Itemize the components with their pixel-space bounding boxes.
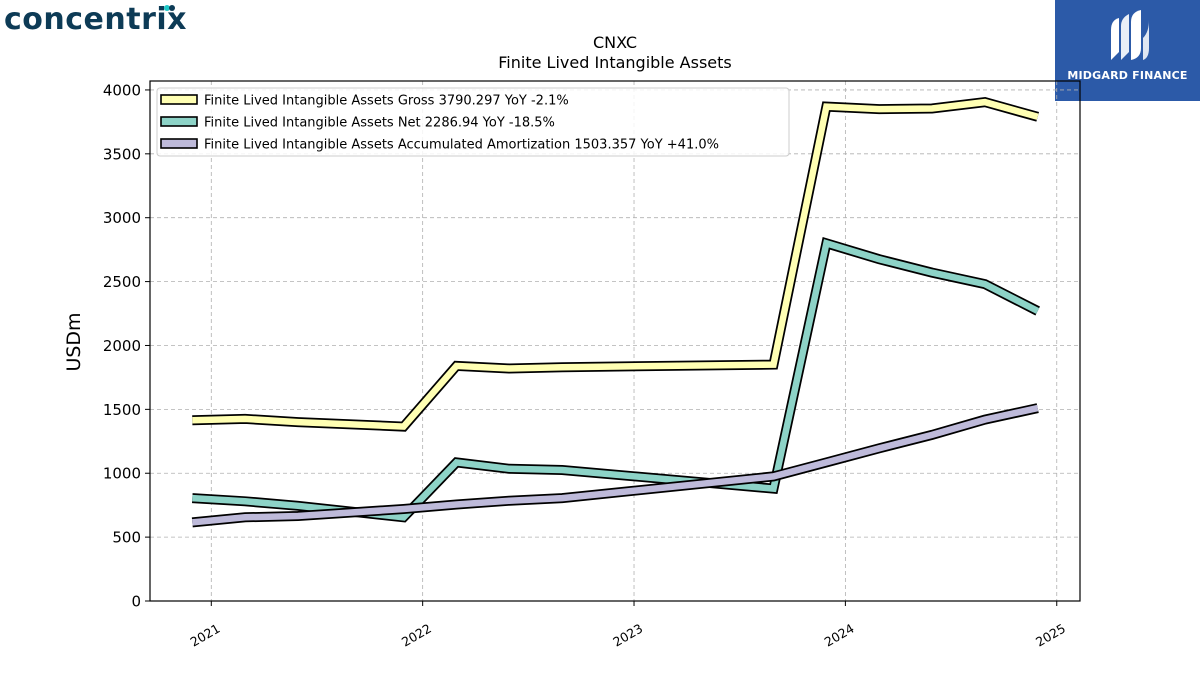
y-tick-label: 1000: [103, 465, 141, 483]
legend-label-0: Finite Lived Intangible Assets Gross 379…: [204, 94, 569, 109]
y-tick-label: 0: [131, 593, 141, 611]
plot-frame: [149, 80, 1081, 602]
y-tick-label: 2000: [103, 337, 141, 355]
chart-title: CNXC: [593, 33, 637, 52]
legend-swatch-2: [160, 138, 198, 149]
series-layer: [191, 97, 1040, 528]
x-tick-label: 2021: [188, 621, 223, 650]
legend-label-2: Finite Lived Intangible Assets Accumulat…: [204, 138, 719, 153]
x-tick-label: 2025: [1033, 621, 1068, 650]
y-axis-label: USDm: [63, 312, 85, 371]
chart-subtitle: Finite Lived Intangible Assets: [498, 53, 731, 72]
y-tick-label: 1500: [103, 401, 141, 419]
legend: Finite Lived Intangible Assets Gross 379…: [156, 87, 790, 157]
x-tick-label: 2022: [399, 621, 434, 650]
y-tick-label: 4000: [103, 81, 141, 99]
y-tick-label: 3500: [103, 145, 141, 163]
logo-dot-icon: [164, 5, 175, 12]
series-line-1: [192, 239, 1040, 521]
y-tick-label: 500: [112, 529, 141, 547]
x-tick-label: 2023: [610, 621, 645, 650]
y-tick-label: 2500: [103, 273, 141, 291]
series-line-0: [192, 98, 1039, 430]
series-line-2: [191, 404, 1039, 526]
midgard-logo-text: MIDGARD FINANCE: [1067, 69, 1188, 82]
concentrix-logo: concentrix: [4, 2, 187, 37]
y-tick-label: 3000: [103, 209, 141, 227]
concentrix-logo-text: concentrix: [4, 2, 188, 37]
legend-swatch-0: [160, 94, 198, 105]
legend-label-1: Finite Lived Intangible Assets Net 2286.…: [204, 116, 555, 131]
midgard-finance-logo: MIDGARD FINANCE: [1055, 0, 1200, 101]
legend-swatch-1: [160, 116, 198, 127]
legend-box: [156, 87, 790, 157]
grid-layer: [150, 81, 1080, 602]
x-tick-label: 2024: [822, 621, 857, 650]
midgard-emblem-icon: [1111, 10, 1149, 60]
